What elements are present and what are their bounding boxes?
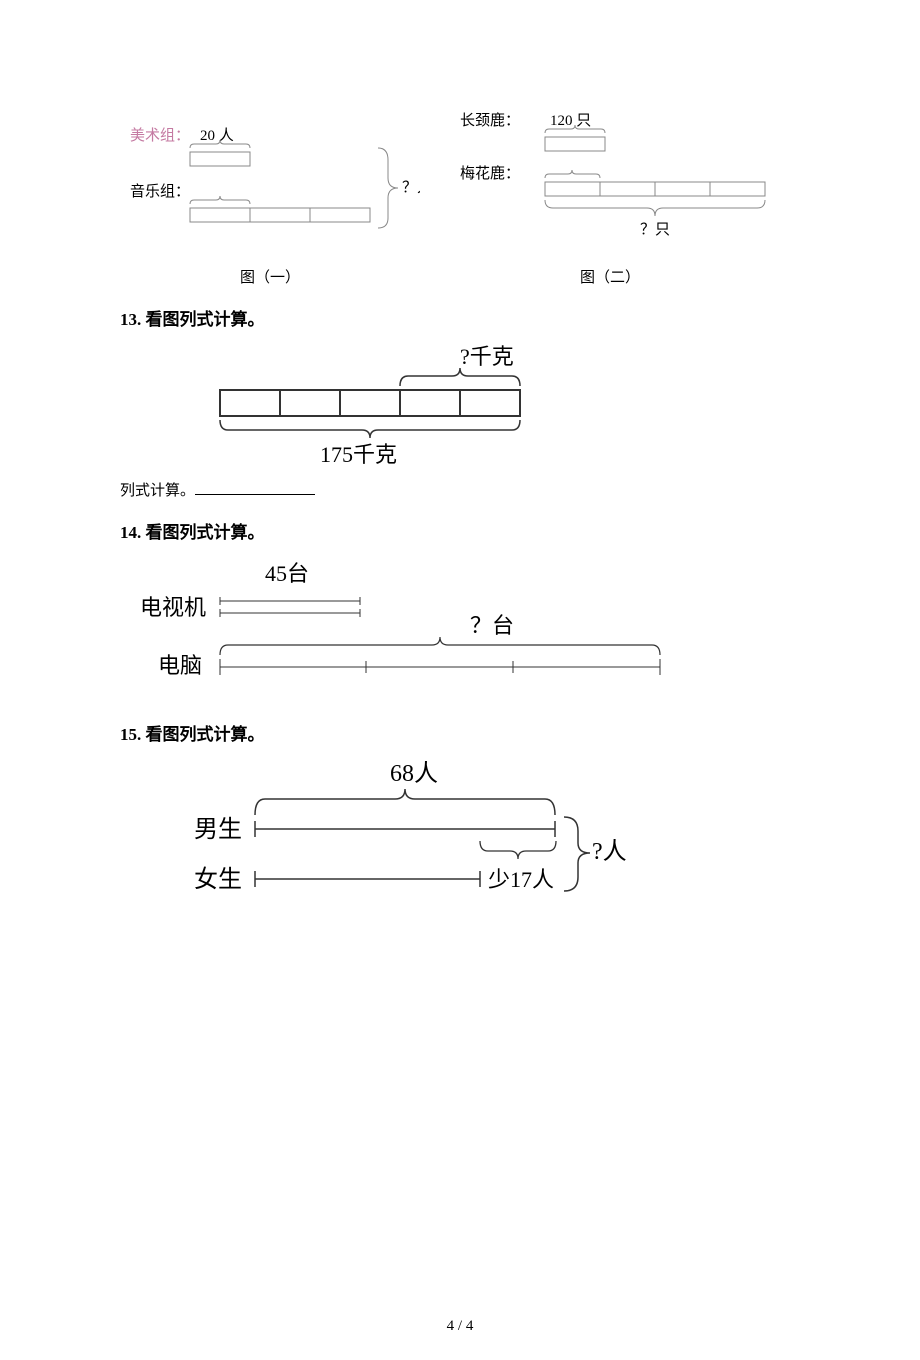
q14-svg: 45台 电视机 ？台 电脑 [120,557,680,697]
fig1-question: ？人 [402,179,420,196]
q15-girl-label: 女生 [194,866,242,893]
fig2-row1-label: 长颈鹿： [460,112,520,129]
fig1-row1-value: 20 人 [200,127,234,144]
q15-boy-label: 男生 [194,816,242,843]
fig2-row1-value: 120 只 [550,113,591,129]
q15-figure: 68人 男生 女生 少17人 ?人 [180,759,800,939]
figure-one: 美术组： 20 人 音乐组： ？人 图（一） [120,100,420,287]
page-number: 4 / 4 [0,1318,920,1335]
fig2-row2-label: 梅花鹿： [460,165,520,182]
q13-heading: 13. 看图列式计算。 [120,305,800,330]
q13-answer-prefix: 列式计算。 [120,483,195,499]
figure-12-row: 美术组： 20 人 音乐组： ？人 图（一） [120,100,800,287]
fig2-question: ？只 [640,222,670,238]
q13-answer-line: 列式计算。 [120,479,800,500]
figure-one-svg: 美术组： 20 人 音乐组： ？人 [120,100,420,260]
q15-svg: 68人 男生 女生 少17人 ?人 [180,759,660,934]
fig1-row2-label: 音乐组： [130,183,190,200]
q15-heading: 15. 看图列式计算。 [120,720,800,745]
q15-total: 68人 [390,761,438,787]
fig1-caption: 图（一） [240,266,300,287]
q14-tv-value: 45台 [265,561,309,586]
fig2-caption: 图（二） [580,266,640,287]
q13-blank [195,494,315,495]
q15-diff: 少17人 [488,867,554,892]
q13-bottom-label: 175千克 [320,442,397,467]
q13-top-label: ?千克 [460,344,514,369]
fig1-row1-label: 美术组： [130,127,190,144]
q13-figure: ?千克 175千克 [160,344,800,479]
q14-pc-label: 电脑 [158,653,202,678]
q14-question: ？台 [470,613,514,638]
q14-tv-label: 电视机 [140,595,206,620]
figure-two: 长颈鹿： 120 只 梅花鹿： ？只 图（二） [450,100,770,287]
q14-heading: 14. 看图列式计算。 [120,518,800,543]
q15-question: ?人 [592,839,627,865]
q13-svg: ?千克 175千克 [160,344,580,474]
figure-two-svg: 长颈鹿： 120 只 梅花鹿： ？只 [450,100,770,260]
q14-figure: 45台 电视机 ？台 电脑 [120,557,800,702]
